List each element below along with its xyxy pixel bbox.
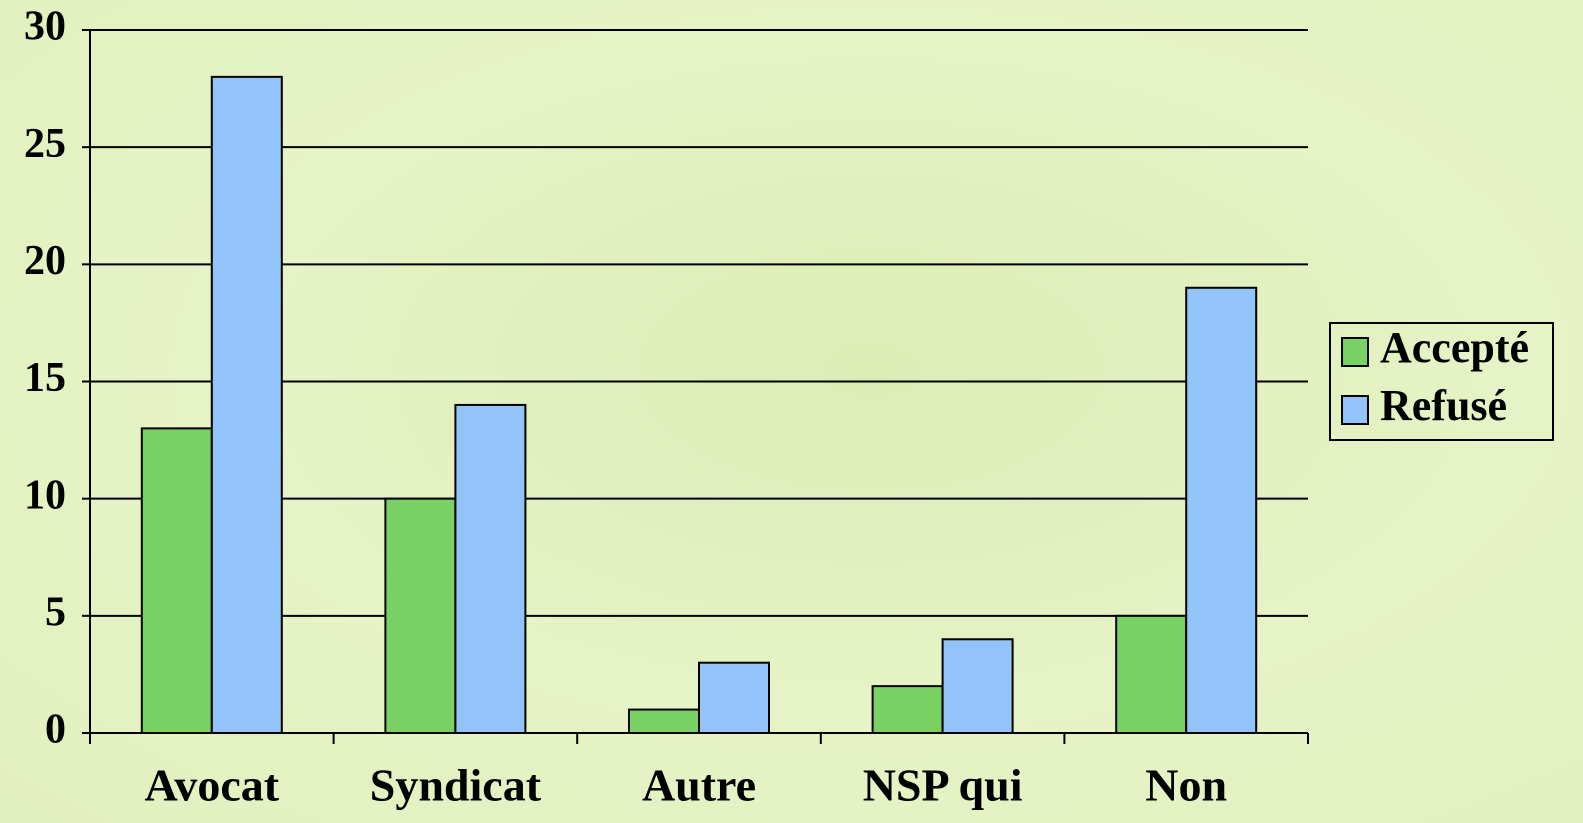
bar — [454, 403, 527, 734]
y-tick-label: 30 — [24, 4, 66, 50]
legend-swatch — [1341, 395, 1369, 425]
x-tick-label: Avocat — [145, 760, 280, 811]
legend-label: Refusé — [1380, 381, 1507, 430]
x-tick-label: Syndicat — [370, 760, 542, 811]
bar — [384, 497, 457, 734]
y-tick-label: 25 — [24, 121, 66, 167]
x-tick-label: Autre — [642, 760, 756, 811]
bar — [698, 661, 770, 735]
legend-box — [1329, 322, 1554, 441]
bar — [140, 427, 213, 734]
bar — [628, 708, 700, 734]
bar — [1185, 286, 1258, 734]
y-tick-label: 15 — [24, 355, 66, 401]
y-tick-label: 20 — [24, 238, 66, 284]
bar — [1115, 614, 1188, 734]
y-tick-label: 0 — [45, 707, 66, 753]
x-tick-label: NSP qui — [863, 760, 1023, 811]
y-tick-label: 5 — [45, 589, 66, 635]
bar — [941, 638, 1014, 734]
bar — [210, 75, 283, 735]
y-tick-label: 10 — [24, 472, 66, 518]
x-tick-label: Non — [1145, 760, 1227, 811]
legend-swatch — [1341, 337, 1369, 367]
legend-label: Accepté — [1380, 323, 1529, 372]
bar — [871, 685, 944, 735]
